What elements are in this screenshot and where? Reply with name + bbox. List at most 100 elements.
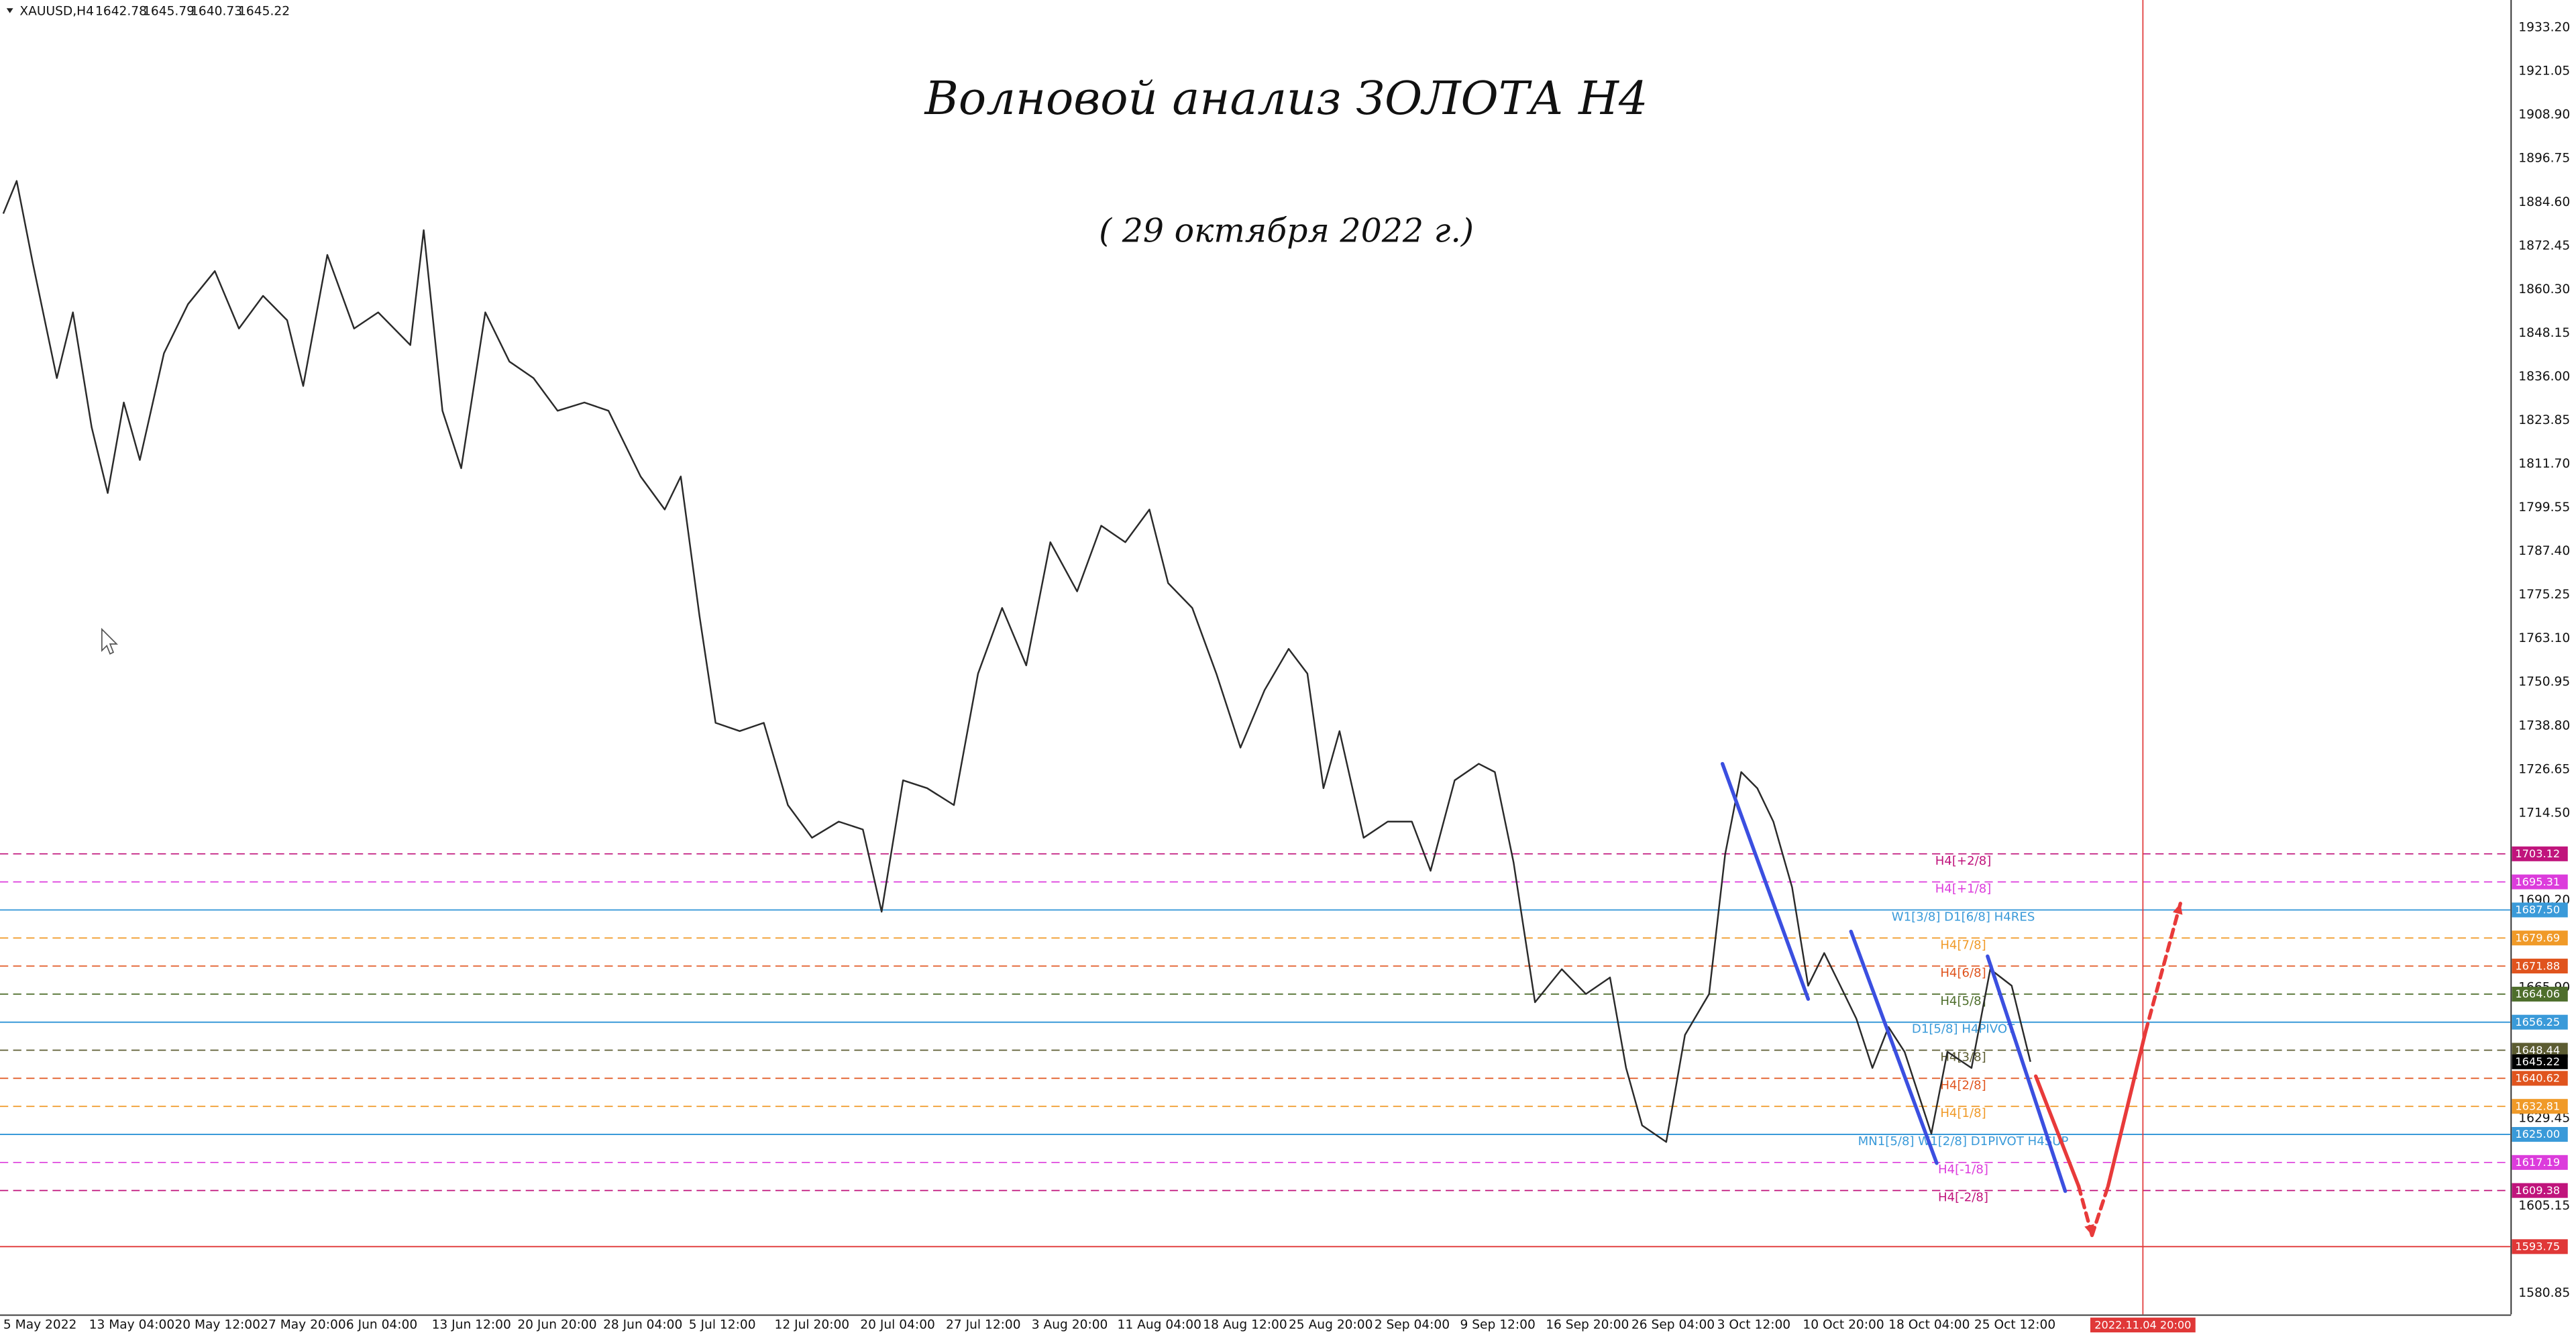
level-price-label: 1656.25 xyxy=(2515,1016,2560,1028)
x-tick-label: 13 Jun 12:00 xyxy=(432,1318,511,1332)
level-name: H4[6/8] xyxy=(1940,966,1986,980)
level-name: H4[+2/8] xyxy=(1935,854,1992,868)
level-price-box xyxy=(2512,930,2568,946)
level-name: W1[3/8] D1[6/8] H4RES xyxy=(1892,910,2035,924)
level-price-label: 1617.19 xyxy=(2515,1156,2560,1169)
level-price-label: 1703.12 xyxy=(2515,847,2560,860)
current-price-box xyxy=(2512,1054,2568,1069)
level-price-label: 1695.31 xyxy=(2515,875,2560,888)
x-tick-label: 5 May 2022 xyxy=(3,1318,77,1332)
y-tick-label: 1836.00 xyxy=(2518,370,2570,384)
trend-line xyxy=(2143,902,2182,1034)
level-price-box xyxy=(2512,1155,2568,1170)
high: 1645.79 xyxy=(143,5,195,19)
y-tick-label: 1787.40 xyxy=(2518,544,2570,558)
x-tick-label: 2 Sep 04:00 xyxy=(1375,1318,1450,1332)
chart-subtitle: ( 29 октября 2022 г.) xyxy=(1099,211,1474,250)
level-name: D1[5/8] H4PIVOT xyxy=(1912,1022,2015,1036)
level-name: H4[+1/8] xyxy=(1935,882,1992,896)
level-price-box xyxy=(2512,1042,2568,1058)
x-tick-label: 12 Jul 20:00 xyxy=(775,1318,850,1332)
y-tick-label: 1750.95 xyxy=(2518,675,2570,689)
level-price-box xyxy=(2512,959,2568,974)
price-line xyxy=(2,180,2031,1143)
level-price-label: 1679.69 xyxy=(2515,931,2560,944)
y-tick-label: 1884.60 xyxy=(2518,195,2570,209)
levels: H4[+2/8] H4[+1/8] W1[3/8] D1[6/8] H4RES H4[… xyxy=(0,0,2511,1315)
trend-line xyxy=(2106,1030,2148,1188)
open: 1642.78 xyxy=(95,5,147,19)
y-tick-label: 1848.15 xyxy=(2518,326,2570,340)
close: 1645.22 xyxy=(238,5,290,19)
level-price-label: 1664.06 xyxy=(2515,987,2560,1000)
level-price-box xyxy=(2512,874,2568,890)
y-tick-label: 1921.05 xyxy=(2518,64,2570,78)
level-price-label: 1609.38 xyxy=(2515,1184,2560,1197)
level-price-label: 1632.81 xyxy=(2515,1100,2560,1112)
x-tick-label: 25 Aug 20:00 xyxy=(1289,1318,1373,1332)
y-tick-label: 1860.30 xyxy=(2518,282,2570,297)
x-tick-label: 5 Jul 12:00 xyxy=(689,1318,756,1332)
y-tick-label: 1605.15 xyxy=(2518,1199,2570,1213)
level-name: H4[-1/8] xyxy=(1938,1163,1988,1177)
y-tick-label: 1580.85 xyxy=(2518,1286,2570,1300)
time-marker-label: 2022.11.04 20:00 xyxy=(2094,1318,2191,1331)
x-tick-label: 10 Oct 20:00 xyxy=(1803,1318,1884,1332)
level-name: MN1[5/8] W1[2/8] D1PIVOT H4SUP xyxy=(1858,1134,2069,1148)
level-price-label: 1625.00 xyxy=(2515,1128,2560,1140)
y-tick-label: 1726.65 xyxy=(2518,762,2570,776)
trend-line xyxy=(2090,1184,2110,1238)
mouse-cursor xyxy=(101,627,118,655)
chart-title: Волновой анализ ЗОЛОТА H4 xyxy=(924,72,1648,125)
x-tick-label: 9 Sep 12:00 xyxy=(1460,1318,1535,1332)
y-tick-label: 1714.50 xyxy=(2518,806,2570,820)
level-price-box xyxy=(2512,1239,2568,1254)
y-tick-label: 1896.75 xyxy=(2518,152,2570,166)
x-tick-label: 18 Aug 12:00 xyxy=(1203,1318,1287,1332)
level-price-box xyxy=(2512,846,2568,861)
x-tick-label: 18 Oct 04:00 xyxy=(1888,1318,1970,1332)
x-tick-label: 11 Aug 04:00 xyxy=(1118,1318,1201,1332)
y-tick-label: 1872.45 xyxy=(2518,239,2570,253)
x-tick-label: 26 Sep 04:00 xyxy=(1631,1318,1715,1332)
level-price-label: 1671.88 xyxy=(2515,959,2560,972)
trend-line xyxy=(1986,954,2068,1193)
level-price-label: 1687.50 xyxy=(2515,904,2560,916)
level-price-box xyxy=(2512,1099,2568,1114)
level-name: H4[1/8] xyxy=(1940,1106,1986,1120)
level-price-box xyxy=(2512,1183,2568,1198)
x-tick-label: 13 May 04:00 xyxy=(89,1318,175,1332)
x-tick-label: 27 May 20:00 xyxy=(260,1318,346,1332)
menu-triangle[interactable] xyxy=(6,8,13,13)
y-tick-label: 1775.25 xyxy=(2518,588,2570,602)
x-tick-label: 3 Aug 20:00 xyxy=(1032,1318,1108,1332)
symbol: XAUUSD,H4 xyxy=(19,5,94,19)
level-price-box xyxy=(2512,1071,2568,1086)
level-price-label: 1593.75 xyxy=(2515,1240,2560,1253)
x-tick-label: 28 Jun 04:00 xyxy=(603,1318,682,1332)
x-tick-label: 20 Jun 20:00 xyxy=(517,1318,596,1332)
level-price-box xyxy=(2512,902,2568,918)
y-tick-label: 1908.90 xyxy=(2518,108,2570,122)
x-tick-label: 6 Jun 04:00 xyxy=(346,1318,417,1332)
series xyxy=(2,180,2031,1143)
arrow-head xyxy=(2173,903,2183,915)
level-name: H4[-2/8] xyxy=(1938,1191,1988,1205)
trend-line xyxy=(1849,929,1939,1165)
level-price-box xyxy=(2512,986,2568,1002)
y-tick-label: 1799.55 xyxy=(2518,500,2570,515)
level-price-box xyxy=(2512,1126,2568,1142)
drawings xyxy=(1720,761,2183,1238)
x-tick-label: 25 Oct 12:00 xyxy=(1974,1318,2055,1332)
y-tick-label: 1738.80 xyxy=(2518,718,2570,733)
y-tick-label: 1823.85 xyxy=(2518,413,2570,427)
x-tick-label: 27 Jul 12:00 xyxy=(946,1318,1021,1332)
low: 1640.73 xyxy=(191,5,242,19)
y-tick-label: 1933.20 xyxy=(2518,21,2570,35)
x-tick-label: 16 Sep 20:00 xyxy=(1546,1318,1629,1332)
level-name: H4[5/8] xyxy=(1940,994,1986,1008)
axes: 1933.20 1921.05 1908.90 1896.75 1884.60 1872.… xyxy=(3,21,2570,1333)
